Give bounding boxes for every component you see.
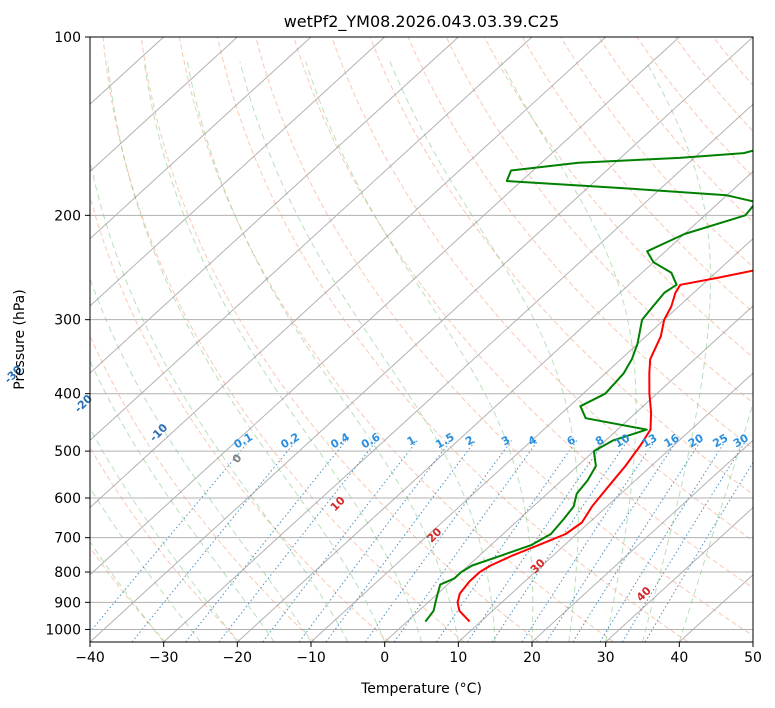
- isotherm: [531, 439, 753, 642]
- reference-lines: [90, 37, 753, 642]
- mixing-ratio-line: [218, 440, 378, 642]
- isotherm: [90, 37, 386, 307]
- x-tick-label: −20: [223, 650, 253, 666]
- isotherm: [310, 237, 753, 642]
- x-tick-label: 50: [744, 650, 762, 666]
- dry-adiabat: [407, 37, 753, 449]
- mixing-ratio-line: [621, 440, 747, 642]
- isotherm: [384, 305, 753, 642]
- y-tick-label: 500: [54, 444, 81, 460]
- isotherm: [457, 372, 753, 642]
- y-tick-label: 100: [54, 30, 81, 46]
- isotherm: [90, 37, 607, 509]
- mixing-ratio-line: [364, 440, 512, 642]
- dry-adiabat: [90, 194, 390, 642]
- x-tick-label: −10: [296, 650, 326, 666]
- y-tick-label: 800: [54, 565, 81, 581]
- plot-frame: [89, 36, 754, 643]
- isotherm: [90, 37, 680, 576]
- temperature-profile-line: [456, 269, 753, 623]
- moist-adiabat: [305, 61, 534, 642]
- y-tick-label: 400: [54, 387, 81, 403]
- x-tick-label: 10: [449, 650, 467, 666]
- moist-adiabat: [500, 61, 637, 642]
- moist-adiabat: [90, 158, 349, 642]
- dewpoint-profile-line: [424, 149, 753, 623]
- moist-adiabat: [90, 427, 238, 642]
- y-tick-label: 200: [54, 208, 81, 224]
- isotherm: [90, 37, 459, 374]
- dry-adiabat: [445, 37, 753, 404]
- x-axis: −40 −30 −20 −10 0 10 20 30 40 50: [75, 642, 762, 666]
- dry-adiabat: [90, 334, 316, 642]
- moist-adiabat: [90, 277, 312, 642]
- y-axis: 100 200 300 400 500 600 700 800 900 1000: [45, 30, 90, 638]
- dry-adiabat: [102, 37, 465, 642]
- profile-series: [424, 149, 753, 623]
- dry-adiabat: [217, 37, 689, 642]
- x-tick-label: 0: [380, 650, 389, 666]
- isotherm: [90, 37, 533, 442]
- x-tick-label: −30: [149, 650, 179, 666]
- mixing-ratio-line: [572, 440, 702, 642]
- dry-adiabat: [293, 37, 753, 589]
- moist-adiabat: [642, 61, 711, 642]
- isotherm: [90, 37, 753, 642]
- dry-adiabat: [331, 37, 753, 542]
- dry-adiabat: [255, 37, 753, 637]
- x-tick-label: 40: [670, 650, 688, 666]
- mixing-ratio-line: [599, 440, 727, 642]
- x-axis-label: Temperature (°C): [360, 681, 482, 697]
- isotherm: [605, 506, 753, 642]
- chart-title: wetPf2_YM08.2026.043.03.39.C25: [284, 12, 560, 32]
- mixing-ratio-line: [491, 440, 629, 642]
- y-tick-label: 1000: [45, 622, 81, 638]
- mixing-ratio-line: [644, 461, 753, 642]
- dry-adiabat: [560, 37, 753, 268]
- moist-adiabat: [186, 61, 459, 642]
- mixing-ratio-line: [435, 440, 578, 642]
- mixing-ratio-line: [521, 440, 656, 642]
- moist-adiabat: [389, 61, 579, 642]
- y-axis-label: Pressure (hPa): [12, 289, 28, 389]
- moist-adiabat: [90, 359, 275, 642]
- mixing-ratio-line: [131, 440, 297, 642]
- mixing-ratio-line: [90, 440, 250, 633]
- moist-adiabat: [90, 540, 165, 642]
- x-tick-label: 20: [523, 650, 541, 666]
- isotherm: [90, 37, 312, 240]
- dry-adiabat: [598, 37, 753, 223]
- dry-adiabat: [522, 37, 753, 313]
- mixing-ratio-line: [545, 440, 678, 642]
- y-tick-label: 300: [54, 313, 81, 329]
- dry-adiabat: [140, 37, 540, 642]
- isotherm: [90, 37, 238, 173]
- mixing-ratio-line: [325, 440, 476, 642]
- moist-adiabat: [239, 61, 496, 642]
- moist-adiabat: [678, 401, 753, 642]
- moist-adiabat: [107, 61, 386, 642]
- dry-adiabat: [483, 37, 753, 358]
- isotherm: [236, 170, 753, 642]
- x-tick-label: −40: [75, 650, 105, 666]
- moist-adiabat: [90, 486, 201, 642]
- mixing-ratio-line: [467, 440, 606, 642]
- isotherm: [163, 103, 753, 642]
- y-tick-label: 600: [54, 491, 81, 507]
- dry-adiabat: [369, 37, 753, 495]
- y-tick-label: 700: [54, 531, 81, 547]
- y-tick-label: 900: [54, 595, 81, 611]
- moist-adiabat: [143, 61, 422, 642]
- x-tick-label: 30: [597, 650, 615, 666]
- dry-adiabat: [178, 37, 614, 642]
